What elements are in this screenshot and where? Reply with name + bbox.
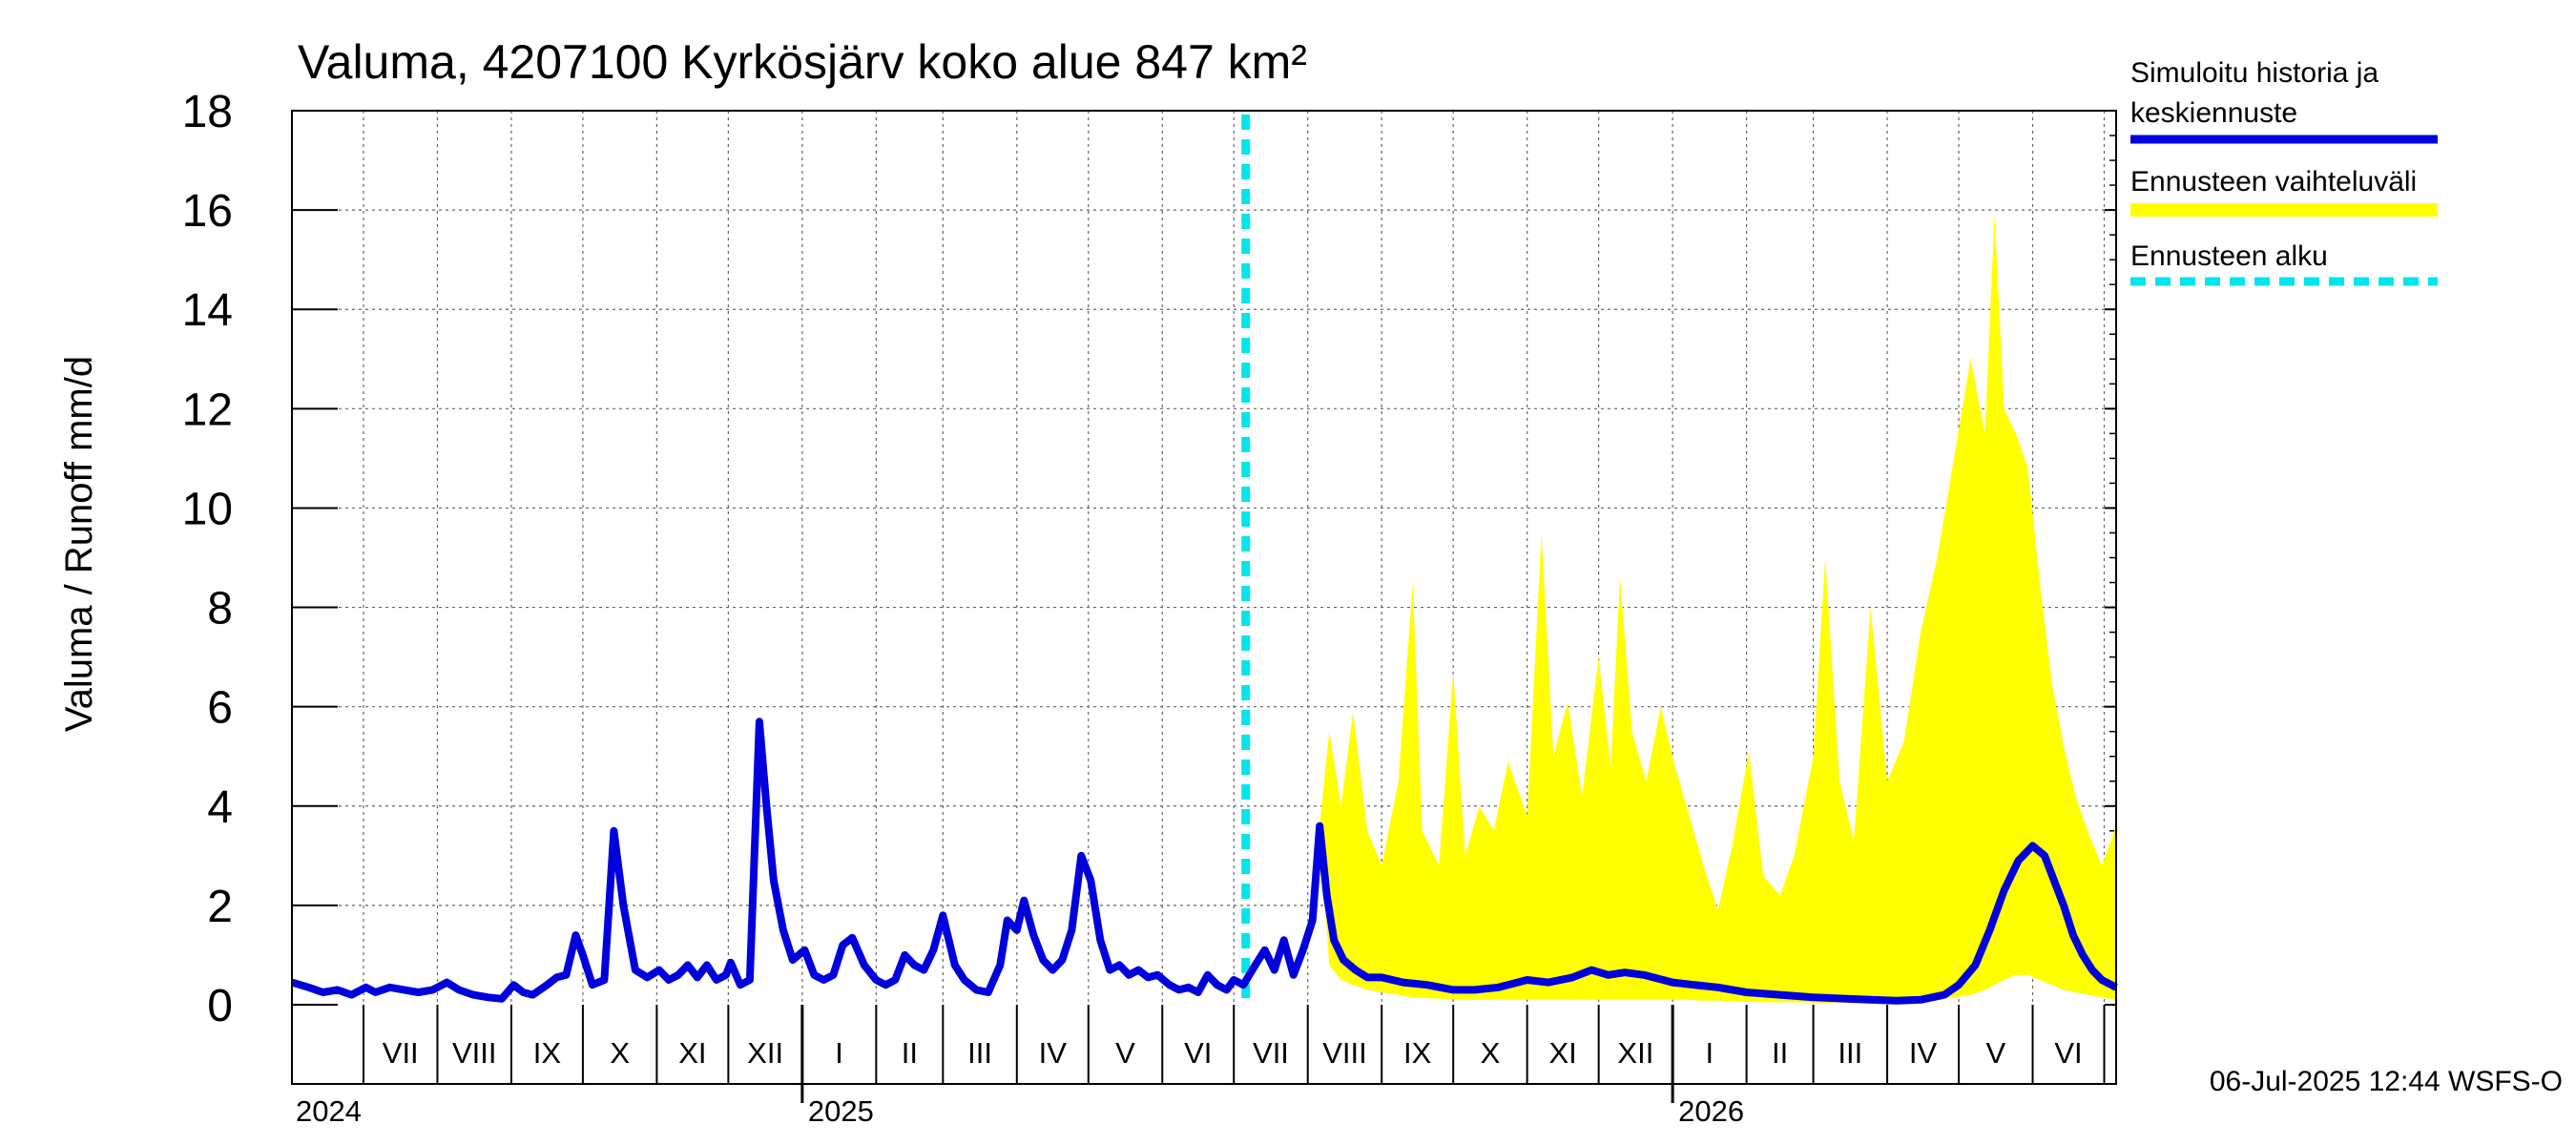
y-tick-label: 2 [207, 882, 233, 932]
x-month-label: IX [533, 1036, 562, 1070]
x-month-label: IV [1039, 1036, 1068, 1070]
x-month-label: I [835, 1036, 843, 1070]
y-tick-label: 14 [182, 285, 233, 336]
x-month-label: VIII [1322, 1036, 1367, 1070]
legend-label-simulated-2: keskiennuste [2130, 97, 2297, 129]
y-tick-label: 18 [182, 87, 233, 137]
y-axis: 0 2 4 6 8 10 12 14 16 18 [182, 87, 2116, 1031]
plot-frame [291, 110, 2117, 1085]
x-month-label: VI [1184, 1036, 1212, 1070]
x-month-label: I [1706, 1036, 1714, 1070]
x-month-label: V [1985, 1036, 2005, 1070]
x-month-label: III [967, 1036, 992, 1070]
x-year-label: 2024 [296, 1094, 362, 1128]
x-month-label: III [1838, 1036, 1862, 1070]
y-tick-label: 4 [207, 782, 233, 833]
x-month-label: X [610, 1036, 630, 1070]
legend-label-forecast-start: Ennusteen alku [2130, 240, 2328, 272]
y-tick-label: 6 [207, 683, 233, 734]
legend: Simuloitu historia ja keskiennuste Ennus… [2130, 57, 2438, 286]
x-month-label: XI [1549, 1036, 1577, 1070]
x-month-label: XII [1617, 1036, 1653, 1070]
x-month-label: II [902, 1036, 918, 1070]
x-axis: VII VIII IX X XI XII I II III IV V VI VII VIII IX X XI XI… [291, 1005, 2116, 1128]
grid-lines [292, 110, 2116, 1005]
x-month-label: IX [1403, 1036, 1432, 1070]
legend-label-range: Ennusteen vaihteluväli [2130, 166, 2417, 198]
y-axis-label: Valuma / Runoff mm/d [58, 356, 100, 732]
y-tick-label: 12 [182, 385, 233, 435]
y-tick-label: 16 [182, 186, 233, 237]
legend-label-simulated-1: Simuloitu historia ja [2130, 57, 2379, 89]
x-month-label: VI [2054, 1036, 2082, 1070]
x-month-label: IV [1909, 1036, 1938, 1070]
x-month-label: XI [678, 1036, 706, 1070]
x-month-label: VII [383, 1036, 419, 1070]
x-month-label: II [1772, 1036, 1788, 1070]
x-month-label: X [1481, 1036, 1501, 1070]
forecast-range-band [1319, 215, 2116, 1003]
simulated-runoff-line [290, 718, 2118, 1005]
x-year-label: 2025 [808, 1094, 874, 1128]
y-tick-label: 8 [207, 584, 233, 635]
timestamp: 06-Jul-2025 12:44 WSFS-O [2210, 1066, 2563, 1097]
x-month-label: XII [747, 1036, 783, 1070]
x-month-label: VIII [452, 1036, 497, 1070]
x-month-label: V [1115, 1036, 1135, 1070]
x-year-label: 2026 [1678, 1094, 1744, 1128]
y-tick-label: 10 [182, 484, 233, 534]
chart-title: Valuma, 4207100 Kyrkösjärv koko alue 847… [298, 35, 1307, 89]
x-month-label: VII [1253, 1036, 1289, 1070]
y-tick-label: 0 [207, 981, 233, 1031]
